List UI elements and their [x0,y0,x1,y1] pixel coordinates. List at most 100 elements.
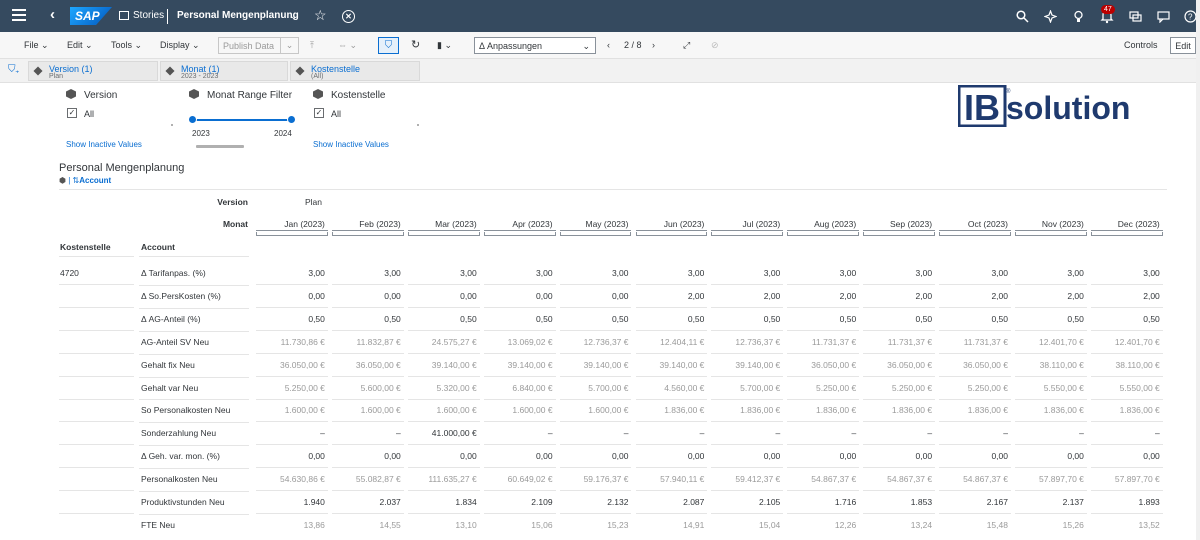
back-icon[interactable]: ‹ [50,6,55,23]
pin-icon[interactable]: ⤒ [310,40,314,50]
tools-menu[interactable]: Tools ⌄ [111,40,143,50]
filter-chip-monat[interactable]: Monat (1) 2023 - 2023 [160,61,288,81]
variant-select[interactable]: Δ Anpassungen ⌄ [474,37,596,54]
version-all-checkbox[interactable]: ✓ [67,108,77,118]
table-cell: 2,00 [1143,290,1160,301]
row-divider [59,352,134,354]
filter-chip-version[interactable]: Version (1) Plan [28,61,158,81]
table-cell: 1.836,00 € [740,405,781,416]
insights-icon[interactable] [1044,10,1057,23]
next-page-icon[interactable]: › [652,40,655,50]
controls-button[interactable]: Controls [1124,40,1158,50]
refresh-icon[interactable]: ↻ [411,39,421,51]
chip-title: Kostenstelle [311,64,361,74]
cell-divider [483,306,556,308]
close-circle-icon[interactable]: ✕ [342,10,355,23]
cell-divider [407,467,480,469]
cell-divider [559,490,632,492]
table-cell: 57.940,11 € [660,474,705,485]
page-indicator: 2 / 8 [624,40,642,50]
hierarchy-icon: ⬢ [59,176,66,185]
table-cell: 2,00 [839,290,857,301]
chat-icon[interactable] [1129,10,1142,23]
table-cell: 60.649,02 € [507,474,553,485]
table-cell: 0,50 [687,313,705,324]
range-slider-start-handle[interactable] [188,115,197,124]
cell-divider [407,444,480,446]
sap-logo[interactable]: SAP [70,7,112,25]
kostenstelle-show-inactive-link[interactable]: Show Inactive Values [313,140,389,149]
range-slider-track[interactable] [192,119,291,121]
cell-divider [407,284,480,285]
feedback-icon[interactable] [1157,10,1170,23]
table-cell: 0,00 [384,290,401,301]
sort-indicator[interactable]: ⬢ | ⇅Account [59,176,112,185]
disabled-icon[interactable]: ⊘ [711,40,719,50]
table-cell: – [1003,428,1008,439]
account-label: Δ AG-Anteil (%) [141,313,201,324]
cell-divider [559,306,632,308]
table-cell: 5.320,00 € [436,382,477,393]
cell-divider [331,329,404,331]
cell-divider [635,375,708,377]
filter-add-icon[interactable]: ⛉₊ [8,64,19,75]
cell-divider [407,513,480,514]
star-icon[interactable]: ☆ [314,7,327,23]
table-cell: 1.853 [910,497,933,507]
cell-divider [635,513,708,514]
table-cell: 3,00 [763,268,781,278]
row-divider [59,513,134,514]
notification-badge: 47 [1101,5,1115,14]
cell-divider [1015,284,1087,285]
cell-divider [559,467,632,469]
search-icon[interactable] [1016,10,1029,23]
edit-button[interactable]: Edit [1170,37,1196,54]
file-menu[interactable]: File ⌄ [24,40,49,50]
cell-divider [863,490,936,492]
cell-divider [256,421,328,423]
cell-divider [635,421,708,423]
account-label: So Personalkosten Neu [141,405,231,416]
cell-divider [1090,398,1163,400]
month-header-rule [256,230,328,231]
lightbulb-icon[interactable] [1072,10,1085,23]
fullscreen-icon[interactable]: ⤢ [683,40,691,50]
cell-divider [863,421,936,423]
month-header: Jul (2023) [742,219,781,229]
month-header-underline [863,232,936,236]
kostenstelle-all-checkbox[interactable]: ✓ [314,108,324,118]
chevron-down-icon[interactable]: ⌄ [290,11,298,21]
story-title[interactable]: Personal Mengenplanung [177,10,299,21]
table-cell: 2.109 [531,497,553,507]
dimension-icon [66,89,76,99]
cell-divider [711,513,784,514]
cell-divider [1015,444,1087,446]
move-icon[interactable]: ⇔ ⌄ [338,40,358,50]
table-cell: 54.867,37 € [963,474,1008,485]
version-show-inactive-link[interactable]: Show Inactive Values [66,140,142,149]
menu-icon[interactable] [12,9,26,21]
chevron-down-icon[interactable]: ⌄ [280,38,298,53]
cell-divider [863,444,936,446]
table-cell: 0,50 [460,313,477,324]
table-cell: 2.132 [607,497,629,507]
table-cell: 0,00 [687,451,705,462]
version-header: Version [217,197,248,207]
publish-data-button[interactable]: Publish Data ⌄ [218,37,299,54]
prev-page-icon[interactable]: ‹ [607,40,610,50]
filter-icon[interactable]: ⛉ [378,37,399,54]
range-slider-end-handle[interactable] [287,115,296,124]
edit-menu[interactable]: Edit ⌄ [67,40,93,50]
month-header-underline [331,232,404,236]
month-header-rule [483,230,556,231]
cell-divider [863,513,936,514]
table-cell: 39.140,00 € [507,359,553,370]
display-menu[interactable]: Display ⌄ [160,40,200,50]
bookmark-icon[interactable]: ▮ ⌄ [437,40,452,50]
cell-divider [787,329,860,331]
filter-chip-kostenstelle[interactable]: Kostenstelle (All) [290,61,420,81]
table-cell: 54.867,37 € [811,474,857,485]
scrollbar[interactable] [196,145,244,148]
stories-link[interactable]: Stories [133,10,165,21]
month-header: Sep (2023) [890,219,933,229]
